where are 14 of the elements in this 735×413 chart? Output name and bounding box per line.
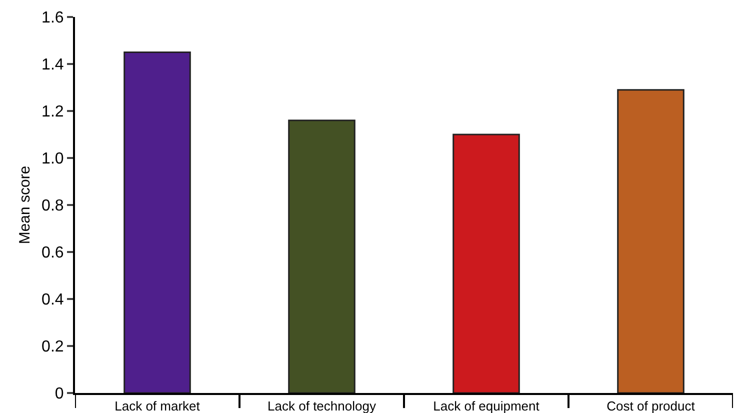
- y-tick-label: 0.4: [42, 292, 64, 309]
- y-tick-label: 0.6: [42, 244, 64, 262]
- y-tick-label: 1.6: [42, 10, 64, 27]
- y-tick-label: 0.8: [42, 198, 64, 215]
- y-tick-label: 1.4: [42, 56, 64, 74]
- x-tick-label: Lack of technology: [268, 398, 376, 413]
- x-tick-label: Lack of equipment: [433, 398, 540, 413]
- x-tick-label: Lack of market: [114, 398, 200, 413]
- y-axis-title: Mean score: [16, 166, 34, 244]
- y-tick-label: 1.2: [42, 104, 64, 121]
- y-tick-label: 1.0: [42, 150, 64, 168]
- x-tick-label: Cost of product: [606, 398, 696, 413]
- y-tick-label: 0.2: [42, 338, 64, 356]
- y-tick-label: 0: [54, 386, 64, 403]
